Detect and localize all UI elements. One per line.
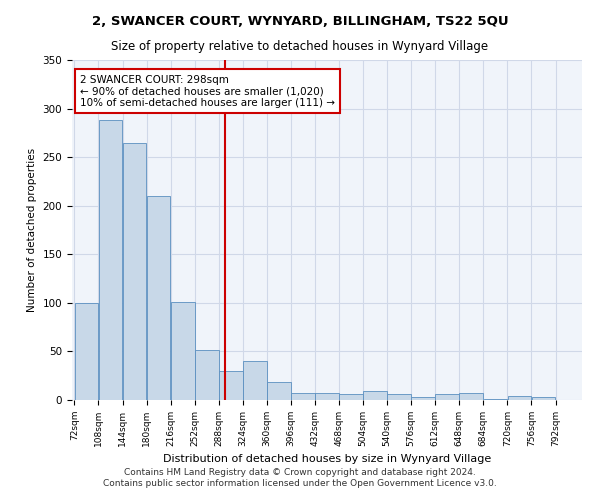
Y-axis label: Number of detached properties: Number of detached properties xyxy=(27,148,37,312)
Bar xyxy=(315,393,339,400)
Bar xyxy=(195,350,218,400)
Bar xyxy=(267,382,291,400)
Bar xyxy=(291,393,315,400)
Bar xyxy=(122,142,146,400)
Bar xyxy=(171,302,194,400)
Bar xyxy=(460,393,483,400)
Bar xyxy=(388,394,411,400)
Text: 2 SWANCER COURT: 298sqm
← 90% of detached houses are smaller (1,020)
10% of semi: 2 SWANCER COURT: 298sqm ← 90% of detache… xyxy=(80,74,335,108)
Text: Size of property relative to detached houses in Wynyard Village: Size of property relative to detached ho… xyxy=(112,40,488,53)
Text: 2, SWANCER COURT, WYNYARD, BILLINGHAM, TS22 5QU: 2, SWANCER COURT, WYNYARD, BILLINGHAM, T… xyxy=(92,15,508,28)
Bar xyxy=(484,399,507,400)
Bar xyxy=(436,394,459,400)
Bar xyxy=(243,361,266,400)
Text: Contains HM Land Registry data © Crown copyright and database right 2024.
Contai: Contains HM Land Registry data © Crown c… xyxy=(103,468,497,487)
Bar xyxy=(74,303,98,400)
Bar xyxy=(147,196,170,400)
X-axis label: Distribution of detached houses by size in Wynyard Village: Distribution of detached houses by size … xyxy=(163,454,491,464)
Bar xyxy=(219,371,242,400)
Bar xyxy=(412,397,435,400)
Bar xyxy=(339,394,363,400)
Bar xyxy=(98,120,122,400)
Bar xyxy=(532,397,556,400)
Bar xyxy=(363,392,387,400)
Bar xyxy=(508,396,532,400)
